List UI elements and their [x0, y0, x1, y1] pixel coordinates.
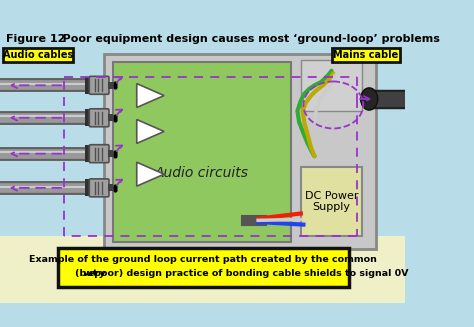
Bar	[301, 167, 362, 236]
Polygon shape	[137, 84, 164, 108]
Bar	[104, 54, 376, 249]
Bar	[58, 248, 349, 287]
Bar	[108, 150, 113, 157]
Polygon shape	[137, 119, 164, 144]
FancyBboxPatch shape	[89, 145, 109, 163]
Text: (but: (but	[75, 269, 101, 278]
Text: DC Power
Supply: DC Power Supply	[305, 191, 358, 212]
Text: poor) design practice of bonding cable shields to signal 0V: poor) design practice of bonding cable s…	[91, 269, 409, 278]
Ellipse shape	[361, 88, 378, 110]
Polygon shape	[137, 162, 164, 186]
Text: Audio cables: Audio cables	[3, 50, 73, 60]
Text: Mains cable: Mains cable	[333, 50, 399, 60]
FancyBboxPatch shape	[332, 48, 400, 62]
Bar	[0, 236, 405, 303]
Bar	[85, 109, 91, 126]
FancyBboxPatch shape	[89, 76, 109, 94]
Text: Audio circuits: Audio circuits	[155, 166, 249, 181]
FancyBboxPatch shape	[89, 179, 109, 197]
Bar	[108, 82, 113, 89]
Bar	[108, 114, 113, 121]
Bar	[85, 145, 91, 162]
Text: Example of the ground loop current path created by the common: Example of the ground loop current path …	[29, 255, 377, 264]
Text: very: very	[82, 269, 106, 278]
Text: Figure 12: Figure 12	[6, 34, 65, 44]
Bar	[108, 184, 113, 191]
Bar	[85, 179, 91, 197]
FancyBboxPatch shape	[3, 48, 73, 62]
Text: Poor equipment design causes most ‘ground-loop’ problems: Poor equipment design causes most ‘groun…	[51, 34, 440, 44]
Bar	[85, 77, 91, 94]
Bar	[113, 62, 291, 242]
FancyBboxPatch shape	[89, 109, 109, 127]
Bar	[301, 60, 362, 111]
